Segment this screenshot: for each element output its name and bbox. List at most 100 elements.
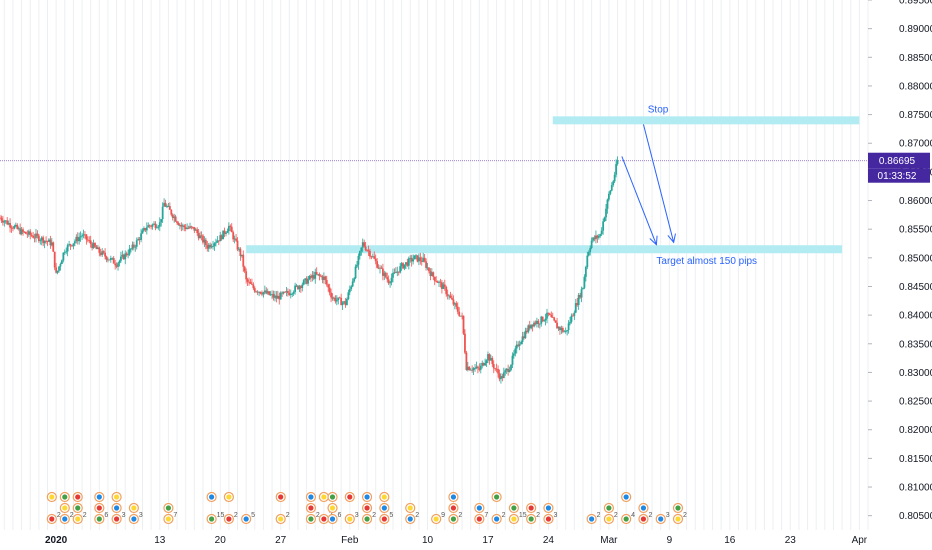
candle-body: [360, 247, 363, 252]
candle-body: [278, 295, 281, 300]
candle-body: [82, 234, 85, 236]
candle-body: [482, 362, 485, 366]
event-count: 2: [57, 512, 61, 519]
candle-body: [606, 199, 609, 209]
event-marker[interactable]: 15: [508, 502, 527, 525]
candle-body: [376, 261, 379, 268]
price-axis[interactable]: 0.80500 0.81000 0.81500 0.82000 0.82500 0.830…: [868, 0, 932, 522]
candle-body: [120, 256, 122, 261]
candle-body: [217, 240, 220, 242]
economic-events[interactable]: 222633715252276325292721523224232: [46, 491, 687, 525]
candle-body: [392, 272, 394, 278]
candle-body: [233, 238, 236, 240]
event-marker[interactable]: 2: [305, 491, 320, 525]
event-marker[interactable]: 2: [405, 502, 420, 525]
candle-body: [114, 263, 117, 266]
event-marker[interactable]: 2: [46, 491, 61, 525]
candle-body: [210, 246, 213, 248]
event-marker[interactable]: 2: [223, 491, 238, 525]
event-marker[interactable]: 2: [275, 491, 290, 525]
event-marker[interactable]: 3: [344, 491, 359, 525]
event-flag-icon: [226, 494, 232, 500]
event-marker[interactable]: 3: [128, 502, 143, 525]
target-zone[interactable]: [246, 245, 843, 254]
candle-body: [29, 231, 32, 235]
event-marker[interactable]: 2: [59, 491, 74, 525]
event-count: 2: [372, 512, 376, 519]
event-count: 2: [83, 512, 87, 519]
candle-body: [158, 222, 161, 227]
event-marker[interactable]: 4: [621, 491, 636, 525]
event-marker[interactable]: 2: [448, 491, 463, 525]
event-flag-icon: [476, 516, 482, 522]
event-flag-icon: [131, 505, 137, 511]
event-flag-icon: [675, 516, 681, 522]
candle-body: [184, 227, 187, 229]
event-flag-icon: [364, 505, 370, 511]
candle-body: [417, 257, 420, 262]
event-marker[interactable]: 5: [241, 512, 256, 525]
candle-body: [91, 243, 94, 249]
event-marker[interactable]: 2: [638, 502, 653, 525]
candle-body: [115, 265, 118, 267]
candle-body: [199, 235, 201, 239]
stop-zone[interactable]: [552, 116, 860, 125]
candle-body: [321, 276, 324, 280]
event-marker[interactable]: 2: [603, 502, 618, 525]
candle-body: [553, 317, 556, 321]
candle-body: [294, 285, 296, 292]
candle-body: [239, 248, 242, 257]
candle-body: [135, 240, 138, 247]
event-marker[interactable]: 3: [543, 502, 558, 525]
candle-body: [515, 344, 518, 349]
event-marker[interactable]: 9: [431, 512, 446, 525]
candle-body: [364, 246, 367, 251]
candle-body: [4, 220, 7, 222]
candle-body: [367, 250, 370, 252]
event-marker[interactable]: 15: [206, 491, 224, 525]
event-marker[interactable]: 3: [655, 512, 670, 525]
candle-body: [230, 226, 233, 233]
event-flag-icon: [381, 516, 387, 522]
candle-body: [84, 234, 86, 236]
candle-body: [572, 315, 574, 317]
candle-body: [144, 228, 147, 231]
event-marker[interactable]: 2: [526, 502, 541, 525]
candle-body: [597, 235, 600, 238]
candle-body: [464, 333, 466, 353]
candle-body: [35, 233, 37, 238]
candle-body: [183, 225, 186, 228]
event-marker[interactable]: 7: [474, 502, 489, 525]
event-flag-icon: [658, 516, 664, 522]
candle-body: [334, 297, 337, 302]
event-marker[interactable]: 6: [94, 491, 109, 525]
event-marker[interactable]: 3: [111, 491, 126, 525]
candle-body: [289, 293, 292, 295]
candle-body: [613, 174, 616, 182]
candle-body: [479, 365, 482, 370]
event-marker[interactable]: 2: [361, 491, 377, 525]
candle-body: [272, 294, 275, 298]
candle-body: [215, 242, 217, 244]
candle-body: [550, 314, 553, 318]
candle-body: [525, 330, 528, 333]
event-marker[interactable]: 2: [672, 502, 687, 525]
candle-body: [26, 233, 29, 235]
candle-body: [573, 312, 576, 316]
event-flag-icon: [165, 505, 172, 511]
event-marker[interactable]: 5: [379, 491, 394, 525]
event-marker[interactable]: 2: [586, 512, 601, 525]
event-marker[interactable]: 2: [491, 491, 506, 525]
candle-body: [363, 242, 366, 247]
candle-body: [432, 272, 435, 277]
candle-body: [465, 352, 468, 371]
time-axis[interactable]: 2020 13 20 27 Feb 10 17 24 Mar 9 16 23 Apr: [45, 535, 868, 546]
event-marker[interactable]: 7: [163, 502, 178, 525]
candle-body: [510, 364, 512, 370]
event-marker[interactable]: 2: [72, 491, 87, 525]
candle-body: [564, 331, 567, 332]
candle-body: [128, 248, 131, 255]
event-marker[interactable]: 6: [327, 491, 342, 525]
candle-body: [14, 224, 17, 227]
